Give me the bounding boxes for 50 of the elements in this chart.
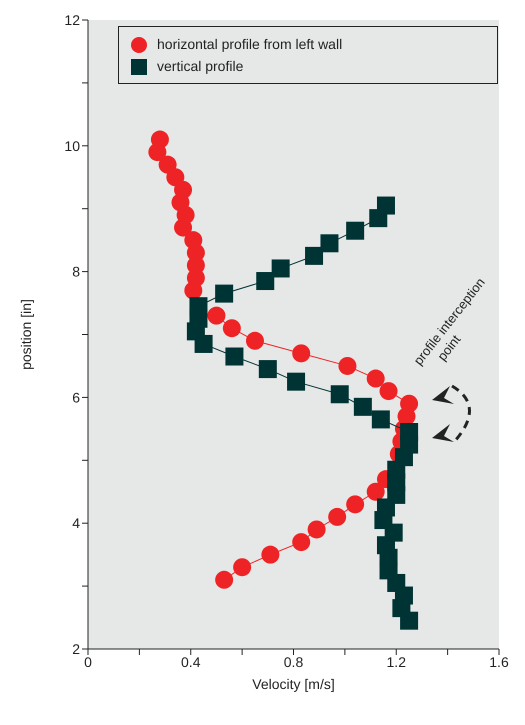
y-tick-label: 6 <box>72 389 80 406</box>
point <box>261 546 280 564</box>
point <box>366 482 385 501</box>
point <box>287 372 306 391</box>
point <box>225 348 244 366</box>
y-tick-label: 8 <box>72 264 80 280</box>
point <box>207 306 226 325</box>
point <box>258 360 277 378</box>
legend-label: vertical profile <box>157 58 244 74</box>
x-tick-label: 1.2 <box>386 654 406 670</box>
point <box>194 334 213 353</box>
point <box>308 520 326 538</box>
y-tick-label: 4 <box>72 515 80 532</box>
x-axis-title: Velocity [m/s] <box>252 676 335 692</box>
y-tick-label: 12 <box>64 12 80 28</box>
point <box>215 284 234 303</box>
y-axis-title: position [in] <box>18 299 34 370</box>
legend-label: horizontal profile from left wall <box>157 36 342 52</box>
x-tick-label: 1.6 <box>489 654 509 670</box>
point <box>346 495 364 514</box>
point <box>354 398 372 416</box>
x-tick-label: 0 <box>84 654 92 670</box>
point <box>148 143 166 162</box>
point <box>233 558 252 576</box>
point <box>215 570 234 589</box>
point <box>166 168 184 186</box>
point <box>222 319 241 338</box>
point <box>184 281 202 300</box>
x-tick-label: 0.8 <box>284 654 304 670</box>
x-tick-label: 0.4 <box>181 654 201 670</box>
point <box>320 234 338 252</box>
point <box>330 385 349 404</box>
point <box>372 410 390 428</box>
point <box>346 222 364 240</box>
point <box>256 272 274 290</box>
point <box>328 508 346 526</box>
y-tick-label: 10 <box>64 138 80 154</box>
point <box>369 209 388 228</box>
point <box>305 246 324 265</box>
point <box>246 332 264 350</box>
y-tick-label: 2 <box>72 640 80 657</box>
point <box>366 370 385 388</box>
point <box>292 533 310 552</box>
point <box>380 382 398 400</box>
point <box>174 218 192 237</box>
point <box>272 259 290 278</box>
point <box>400 612 418 630</box>
point <box>158 156 177 174</box>
point <box>338 356 356 375</box>
point <box>292 344 310 362</box>
